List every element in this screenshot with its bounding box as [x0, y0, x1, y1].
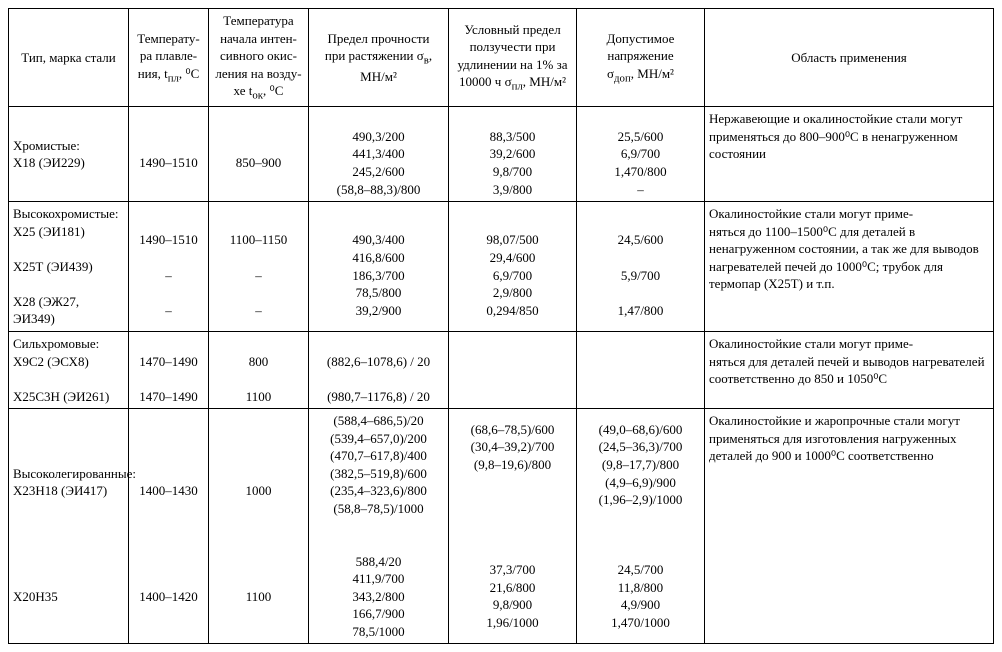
cell-creep: 98,07/50029,4/6006,9/7002,9/8000,294/850 [449, 202, 577, 332]
cell-allow [577, 331, 705, 408]
cell-str: 490,3/400416,8/600186,3/70078,5/80039,2/… [309, 202, 449, 332]
cell-type: Высоколегированные: Х23Н18 (ЭИ417) Х20Н3… [9, 409, 129, 644]
cell-creep: 88,3/50039,2/6009,8/7003,9/800 [449, 107, 577, 202]
cell-ox: 8001100 [209, 331, 309, 408]
cell-str: 490,3/200441,3/400245,2/600(58,8–88,3)/8… [309, 107, 449, 202]
cell-creep [449, 331, 577, 408]
table-row: Хромистые: Х18 (ЭИ229)1490–1510850–90049… [9, 107, 994, 202]
cell-app: Окалиностойкие и жаропрочные стали могут… [705, 409, 994, 644]
cell-app: Нержавеющие и окалиностойкие стали могут… [705, 107, 994, 202]
cell-melt: 1490–1510–– [129, 202, 209, 332]
cell-allow: 24,5/6005,9/7001,47/800 [577, 202, 705, 332]
table-row: Высокохромистые: Х25 (ЭИ181) Х25Т (ЭИ439… [9, 202, 994, 332]
cell-allow: 25,5/6006,9/7001,470/800– [577, 107, 705, 202]
table-body: Хромистые: Х18 (ЭИ229)1490–1510850–90049… [9, 107, 994, 644]
cell-type: Высокохромистые: Х25 (ЭИ181) Х25Т (ЭИ439… [9, 202, 129, 332]
cell-ox: 850–900 [209, 107, 309, 202]
cell-melt: 1400–14301400–1420 [129, 409, 209, 644]
col-header-app: Область применения [705, 9, 994, 107]
col-header-type: Тип, марка стали [9, 9, 129, 107]
col-header-creep: Условный пределползучести приудлинении н… [449, 9, 577, 107]
cell-app: Окалиностойкие стали могут приме-няться … [705, 202, 994, 332]
cell-type: Сильхромовые: Х9С2 (ЭСХ8) Х25С3Н (ЭИ261) [9, 331, 129, 408]
cell-str: (588,4–686,5)/20(539,4–657,0)/200(470,7–… [309, 409, 449, 644]
col-header-allow: Допустимоенапряжениеσдоп, МН/м² [577, 9, 705, 107]
table-header: Тип, марка стали Температу-ра плавле-ния… [9, 9, 994, 107]
col-header-ox: Температураначала интен-сивного окис-лен… [209, 9, 309, 107]
cell-ox: 10001100 [209, 409, 309, 644]
cell-app: Окалиностойкие стали могут приме-няться … [705, 331, 994, 408]
cell-ox: 1100–1150–– [209, 202, 309, 332]
table-row: Сильхромовые: Х9С2 (ЭСХ8) Х25С3Н (ЭИ261)… [9, 331, 994, 408]
cell-melt: 1490–1510 [129, 107, 209, 202]
cell-creep: (68,6–78,5)/600(30,4–39,2)/700(9,8–19,6)… [449, 409, 577, 644]
cell-allow: (49,0–68,6)/600(24,5–36,3)/700(9,8–17,7)… [577, 409, 705, 644]
cell-str: (882,6–1078,6) / 20(980,7–1176,8) / 20 [309, 331, 449, 408]
col-header-melt: Температу-ра плавле-ния, tпл, ⁰C [129, 9, 209, 107]
col-header-strength: Предел прочностипри растяжении σв,МН/м² [309, 9, 449, 107]
steel-properties-table: Тип, марка стали Температу-ра плавле-ния… [8, 8, 994, 644]
table-row: Высоколегированные: Х23Н18 (ЭИ417) Х20Н3… [9, 409, 994, 644]
cell-type: Хромистые: Х18 (ЭИ229) [9, 107, 129, 202]
cell-melt: 1470–14901470–1490 [129, 331, 209, 408]
